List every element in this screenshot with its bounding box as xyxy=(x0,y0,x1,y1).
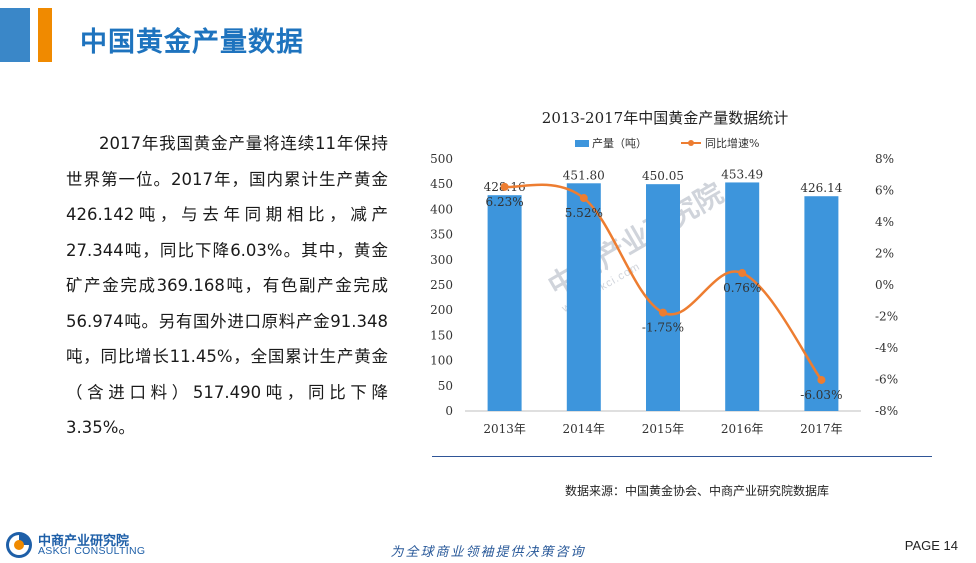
accent-bar-blue xyxy=(0,8,30,62)
growth-value-label: -6.03% xyxy=(800,388,842,402)
gold-production-chart: 产量（吨） 同比增速% 0 50 100 150 200 250 300 350 400 450 50… xyxy=(430,136,898,436)
right-axis-tick-label: -6% xyxy=(875,373,898,387)
left-axis-tick-label: 0 xyxy=(445,404,453,418)
x-axis: 2013年 2014年 2015年 2016年 2017年 xyxy=(483,422,842,436)
growth-point xyxy=(579,194,588,203)
left-axis-tick-label: 500 xyxy=(430,152,453,166)
growth-point xyxy=(817,375,826,384)
left-axis: 0 50 100 150 200 250 300 350 400 450 500 xyxy=(430,152,453,418)
x-axis-tick-label: 2014年 xyxy=(563,422,606,436)
bar-value-label: 450.05 xyxy=(642,169,684,183)
growth-point xyxy=(659,308,667,317)
bar-value-label: 453.49 xyxy=(721,167,763,181)
chart-title: 2013-2017年中国黄金产量数据统计 xyxy=(541,109,789,127)
accent-bar-orange xyxy=(38,8,52,62)
legend-line-label: 同比增速% xyxy=(705,136,759,150)
growth-value-labels: 6.23% 5.52% -1.75% 0.76% -6.03% xyxy=(486,195,843,402)
bar-value-label: 451.80 xyxy=(563,168,605,182)
logo-name: 中商产业研究院 xyxy=(38,534,130,549)
growth-points xyxy=(500,182,826,384)
left-axis-tick-label: 150 xyxy=(430,328,453,342)
page-number: PAGE 14 xyxy=(904,538,958,553)
growth-point xyxy=(500,182,509,191)
production-bar xyxy=(725,182,760,411)
growth-point xyxy=(738,269,747,278)
right-axis-tick-label: 0% xyxy=(875,278,894,292)
growth-value-label: 0.76% xyxy=(723,281,761,295)
company-logo: 中商产业研究院 ASKCI CONSULTING xyxy=(4,530,174,560)
production-bar xyxy=(566,183,601,411)
footer-slogan: 为全球商业领袖提供决策咨询 xyxy=(390,545,586,560)
data-source: 数据来源：中国黄金协会、中商产业研究院数据库 xyxy=(565,484,830,498)
right-axis-tick-label: -4% xyxy=(875,341,898,355)
growth-value-label: 6.23% xyxy=(486,195,524,209)
legend-bar-label: 产量（吨） xyxy=(592,136,647,150)
logo-icon xyxy=(6,532,32,558)
legend-bar-swatch xyxy=(575,140,589,147)
bar-series xyxy=(487,182,839,411)
page-title: 中国黄金产量数据 xyxy=(80,27,304,58)
left-axis-tick-label: 400 xyxy=(430,202,453,216)
left-axis-tick-label: 50 xyxy=(438,379,453,393)
production-bar xyxy=(804,196,839,411)
left-axis-tick-label: 350 xyxy=(430,228,453,242)
left-axis-tick-label: 450 xyxy=(430,177,453,191)
right-axis: -8% -6% -4% -2% 0% 2% 4% 6% 8% xyxy=(875,152,898,418)
right-axis-tick-label: 4% xyxy=(875,215,894,229)
production-bar xyxy=(646,184,680,411)
divider-line xyxy=(432,456,932,457)
left-axis-tick-label: 100 xyxy=(430,354,453,368)
bar-value-label: 426.14 xyxy=(800,181,842,195)
x-axis-tick-label: 2016年 xyxy=(721,422,764,436)
x-axis-tick-label: 2015年 xyxy=(642,422,685,436)
growth-value-label: 5.52% xyxy=(565,206,603,220)
chart-legend: 产量（吨） 同比增速% xyxy=(575,136,759,150)
x-axis-tick-label: 2017年 xyxy=(800,422,843,436)
right-axis-tick-label: 6% xyxy=(875,184,894,198)
right-axis-tick-label: -2% xyxy=(875,310,898,324)
left-axis-tick-label: 200 xyxy=(430,303,453,317)
right-axis-tick-label: 2% xyxy=(875,247,894,261)
x-axis-tick-label: 2013年 xyxy=(483,422,526,436)
growth-value-label: -1.75% xyxy=(642,321,684,335)
left-axis-tick-label: 300 xyxy=(430,253,453,267)
production-bar xyxy=(487,195,522,411)
summary-paragraph: 2017年我国黄金产量将连续11年保持世界第一位。2017年，国内累计生产黄金4… xyxy=(66,134,388,437)
right-axis-tick-label: -8% xyxy=(875,404,898,418)
logo-english-name: ASKCI CONSULTING xyxy=(38,545,146,557)
legend-line-marker xyxy=(688,140,694,146)
left-axis-tick-label: 250 xyxy=(430,278,453,292)
right-axis-tick-label: 8% xyxy=(875,152,894,166)
